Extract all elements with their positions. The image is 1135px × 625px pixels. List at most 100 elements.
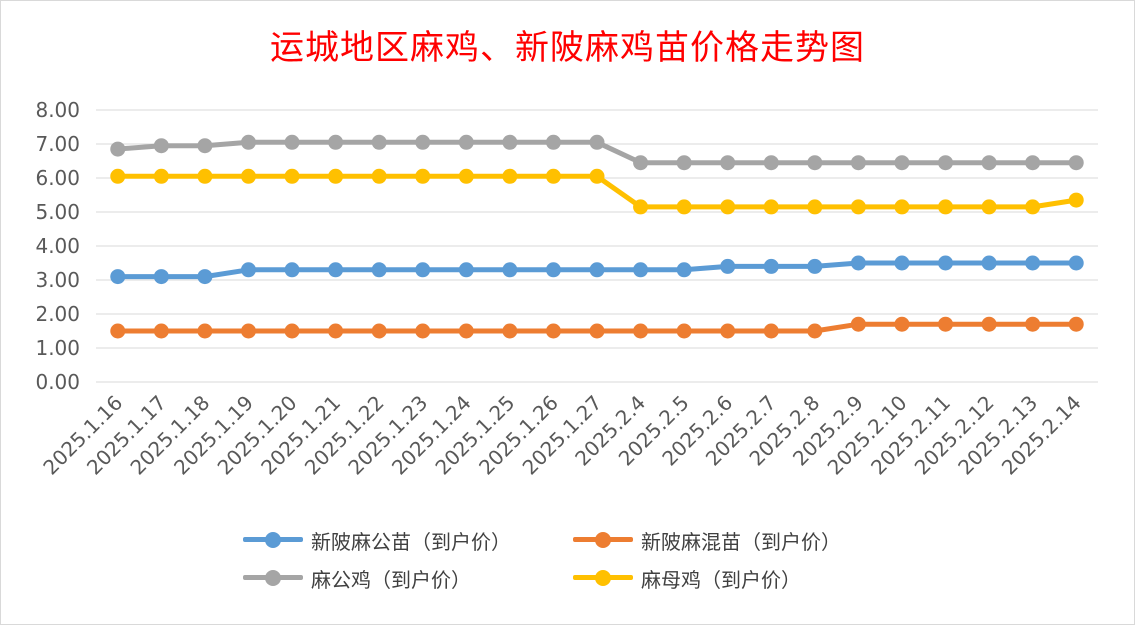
series-1-point [284,323,300,339]
series-1-point [415,323,431,339]
series-2-point [981,155,997,171]
series-2-point [894,155,910,171]
series-1-point [328,323,344,339]
series-2-point [807,155,823,171]
series-3-point [284,168,300,184]
series-1-point [720,323,736,339]
series-3-point [502,168,518,184]
legend-dot-series-0 [265,532,281,548]
series-1-point [1025,316,1041,332]
series-3-point [676,199,692,215]
series-2-point [197,138,213,154]
series-1-point [807,323,823,339]
y-tick-label: 8.00 [35,98,80,122]
series-3-point [894,199,910,215]
chart-legend: 新陂麻公苗（到户价） 新陂麻混苗（到户价） 麻公鸡（到户价） 麻母鸡（到户价） [243,526,903,592]
series-0-point [763,258,779,274]
y-tick-label: 4.00 [35,234,80,258]
series-1-point [850,316,866,332]
series-0-point [1068,255,1084,271]
series-0-point [938,255,954,271]
series-0-point [545,262,561,278]
series-1-point [676,323,692,339]
series-2-point [502,134,518,150]
series-0-point [894,255,910,271]
series-3-point [720,199,736,215]
series-1-point [153,323,169,339]
series-1-point [458,323,474,339]
series-2-point [415,134,431,150]
series-0-point [153,269,169,285]
series-1-point [240,323,256,339]
series-0-point [197,269,213,285]
series-2-point [938,155,954,171]
series-3-point [545,168,561,184]
y-tick-label: 0.00 [35,370,80,394]
series-2-point [545,134,561,150]
series-3-point [850,199,866,215]
series-2-point [720,155,736,171]
series-0-point [284,262,300,278]
series-3-point [589,168,605,184]
series-2-point [371,134,387,150]
series-3-point [371,168,387,184]
series-0-point [110,269,126,285]
legend-dot-series-3 [595,570,611,586]
series-0-point [1025,255,1041,271]
series-2-point [458,134,474,150]
legend-swatch-series-1 [573,526,633,554]
series-2-point [633,155,649,171]
series-3-point [1025,199,1041,215]
series-3-point [328,168,344,184]
series-3-point [633,199,649,215]
series-3-point [763,199,779,215]
legend-item-series-0: 新陂麻公苗（到户价） [243,526,573,554]
series-0-point [240,262,256,278]
series-3-point [938,199,954,215]
series-0-point [371,262,387,278]
series-1-point [589,323,605,339]
series-0-point [807,258,823,274]
legend-swatch-series-3 [573,564,633,592]
series-3-point [197,168,213,184]
series-3-point [240,168,256,184]
series-1-point [938,316,954,332]
series-2-point [284,134,300,150]
legend-item-series-2: 麻公鸡（到户价） [243,564,573,592]
series-0-point [720,258,736,274]
series-3-point [807,199,823,215]
series-2-point [1025,155,1041,171]
legend-swatch-series-2 [243,564,303,592]
legend-item-series-1: 新陂麻混苗（到户价） [573,526,903,554]
series-1-point [197,323,213,339]
series-2-point [110,141,126,157]
series-1-point [371,323,387,339]
legend-label-series-1: 新陂麻混苗（到户价） [641,529,841,554]
series-2-point [328,134,344,150]
y-tick-label: 5.00 [35,200,80,224]
series-0-point [850,255,866,271]
legend-label-series-3: 麻母鸡（到户价） [641,567,801,592]
series-3-point [1068,192,1084,208]
series-3-point [110,168,126,184]
series-0-point [328,262,344,278]
y-tick-label: 2.00 [35,302,80,326]
y-tick-label: 6.00 [35,166,80,190]
series-1-point [502,323,518,339]
series-0-point [589,262,605,278]
series-3-point [458,168,474,184]
legend-swatch-series-0 [243,526,303,554]
series-2-point [676,155,692,171]
series-1-point [763,323,779,339]
y-tick-label: 1.00 [35,336,80,360]
series-1-point [1068,316,1084,332]
chart-title: 运城地区麻鸡、新陂麻鸡苗价格走势图 [270,28,865,68]
series-0-point [633,262,649,278]
series-1-point [545,323,561,339]
legend-item-series-3: 麻母鸡（到户价） [573,564,903,592]
series-2-point [589,134,605,150]
series-2-point [763,155,779,171]
series-1-point [894,316,910,332]
